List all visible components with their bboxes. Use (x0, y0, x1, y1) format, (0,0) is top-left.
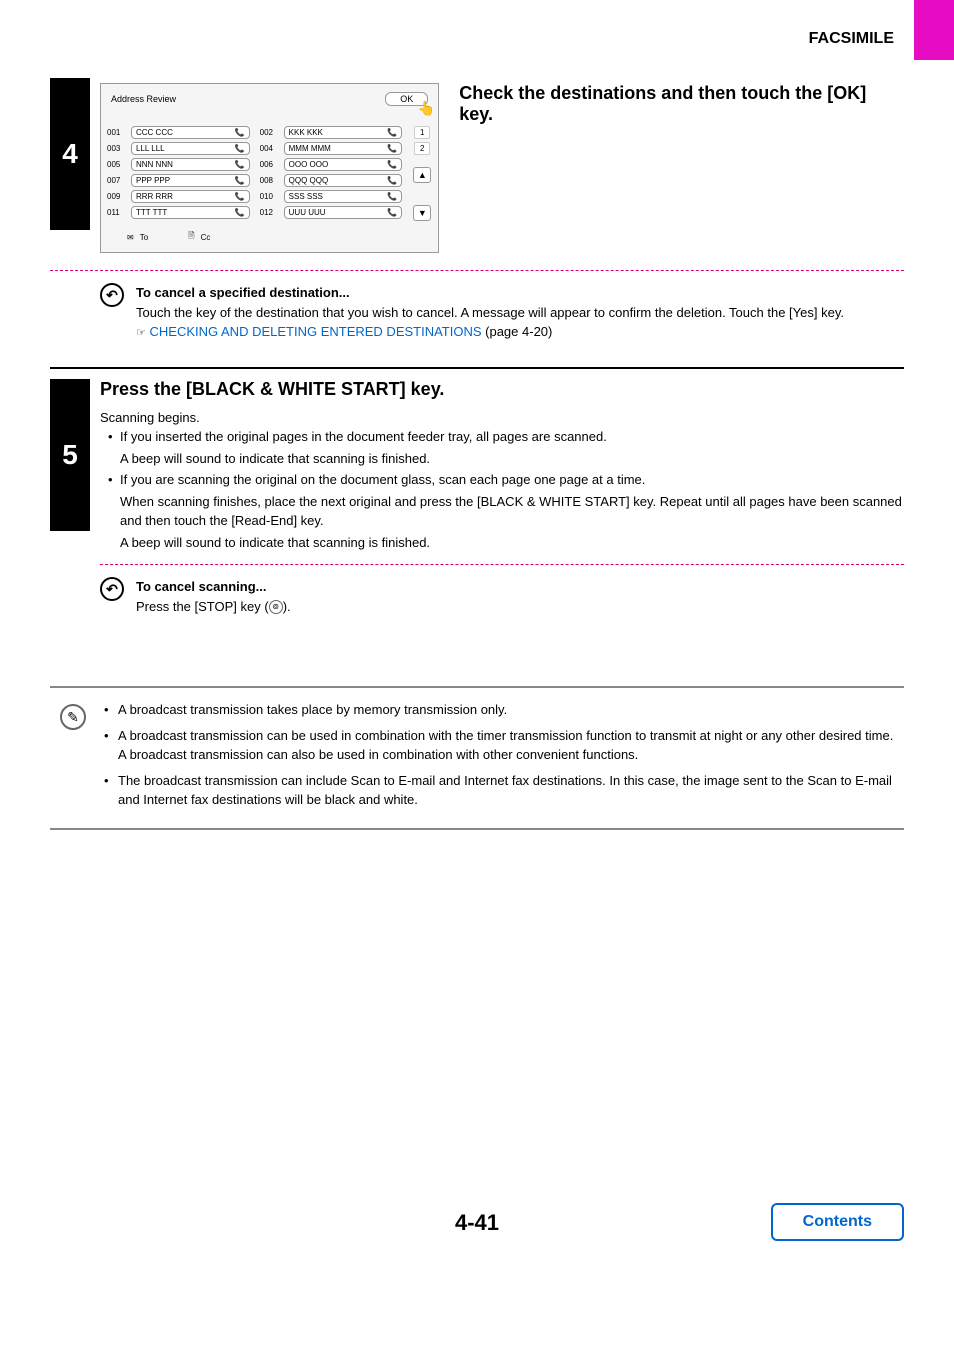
address-entry[interactable]: QQQ QQQ📞 (284, 174, 403, 187)
address-entry[interactable]: LLL LLL📞 (131, 142, 250, 155)
addr-num: 001 (107, 128, 127, 137)
note-title: To cancel scanning... (136, 579, 267, 594)
pencil-icon: ✎ (60, 704, 86, 730)
scroll-column: 1 2 ▲ ▼ (412, 126, 432, 222)
reference-link[interactable]: CHECKING AND DELETING ENTERED DESTINATIO… (150, 324, 482, 339)
tab-to[interactable]: ✉To (127, 230, 148, 244)
phone-icon: 📞 (387, 160, 397, 169)
phone-icon: 📞 (235, 192, 245, 201)
addr-num: 006 (260, 160, 280, 169)
stop-icon: ⊚ (269, 600, 283, 614)
note-body-pre: Press the [STOP] key ( (136, 599, 269, 614)
ok-label: OK (400, 94, 413, 104)
mail-icon: 🗎 (188, 230, 194, 244)
step5-bullet-cont: When scanning finishes, place the next o… (108, 492, 904, 531)
step5-bullet-cont: A beep will sound to indicate that scann… (108, 449, 904, 469)
dashed-separator (50, 270, 904, 271)
note-body: Touch the key of the destination that yo… (136, 305, 844, 320)
address-entry[interactable]: NNN NNN📞 (131, 158, 250, 171)
page-indicator: 1 (414, 126, 430, 139)
panel-title: Address Review (111, 94, 176, 104)
phone-icon: 📞 (387, 128, 397, 137)
addr-num: 009 (107, 192, 127, 201)
step4-note: ↶ To cancel a specified destination... T… (50, 283, 904, 342)
info-item: A broadcast transmission takes place by … (104, 700, 894, 720)
address-entry[interactable]: PPP PPP📞 (131, 174, 250, 187)
cursor-icon: 👆 (418, 100, 435, 117)
scroll-up-button[interactable]: ▲ (413, 167, 431, 183)
addr-num: 003 (107, 144, 127, 153)
back-icon: ↶ (100, 577, 124, 601)
step5-bullet: If you inserted the original pages in th… (108, 427, 904, 447)
step5-bullet: If you are scanning the original on the … (108, 470, 904, 490)
address-entry[interactable]: TTT TTT📞 (131, 206, 250, 219)
page-header: FACSIMILE (0, 0, 954, 48)
addr-num: 007 (107, 176, 127, 185)
address-entry[interactable]: CCC CCC📞 (131, 126, 250, 139)
phone-icon: 📞 (387, 208, 397, 217)
info-item: A broadcast transmission can be used in … (104, 726, 894, 765)
address-entry[interactable]: OOO OOO📞 (284, 158, 403, 171)
addr-num: 010 (260, 192, 280, 201)
section-separator (50, 367, 904, 369)
note-body-post: ). (283, 599, 291, 614)
step-5: 5 Press the [BLACK & WHITE START] key. S… (50, 379, 904, 617)
dashed-separator (100, 564, 904, 565)
phone-icon: 📞 (387, 176, 397, 185)
phone-icon: 📞 (387, 144, 397, 153)
tab-cc[interactable]: 🗎Cc (188, 230, 210, 244)
addr-num: 004 (260, 144, 280, 153)
address-entry[interactable]: SSS SSS📞 (284, 190, 403, 203)
phone-icon: 📞 (235, 208, 245, 217)
back-icon: ↶ (100, 283, 124, 307)
reference-icon: ☞ (136, 327, 146, 339)
note-title: To cancel a specified destination... (136, 285, 350, 300)
phone-icon: 📞 (387, 192, 397, 201)
address-column-right: 002 KKK KKK📞 004 MMM MMM📞 006 OOO OOO📞 008 Q… (260, 126, 403, 222)
ok-button[interactable]: OK 👆 (385, 92, 428, 106)
addr-num: 002 (260, 128, 280, 137)
phone-icon: 📞 (235, 128, 245, 137)
step5-note: ↶ To cancel scanning... Press the [STOP]… (100, 577, 904, 616)
addr-num: 008 (260, 176, 280, 185)
page-indicator: 2 (414, 142, 430, 155)
info-box: ✎ A broadcast transmission takes place b… (50, 686, 904, 830)
reference-suffix: (page 4-20) (482, 324, 553, 339)
step-number-4: 4 (50, 78, 90, 230)
address-entry[interactable]: RRR RRR📞 (131, 190, 250, 203)
step5-title: Press the [BLACK & WHITE START] key. (100, 379, 904, 400)
addr-num: 012 (260, 208, 280, 217)
phone-icon: 📞 (235, 176, 245, 185)
scroll-down-button[interactable]: ▼ (413, 205, 431, 221)
addr-num: 011 (107, 208, 127, 217)
addr-num: 005 (107, 160, 127, 169)
address-review-panel: Address Review OK 👆 001 CCC CCC📞 003 LLL L… (100, 83, 439, 253)
address-entry[interactable]: KKK KKK📞 (284, 126, 403, 139)
accent-stripe (914, 0, 954, 60)
step5-intro: Scanning begins. (100, 408, 904, 428)
step-4: 4 Address Review OK 👆 001 CCC CCC📞 003 (50, 78, 904, 258)
step4-instruction: Check the destinations and then touch th… (459, 83, 904, 125)
address-entry[interactable]: MMM MMM📞 (284, 142, 403, 155)
mail-icon: ✉ (127, 233, 134, 242)
info-item: The broadcast transmission can include S… (104, 771, 894, 810)
address-entry[interactable]: UUU UUU📞 (284, 206, 403, 219)
step5-bullet-cont: A beep will sound to indicate that scann… (108, 533, 904, 553)
address-column-left: 001 CCC CCC📞 003 LLL LLL📞 005 NNN NNN📞 007 P… (107, 126, 250, 222)
step-number-5: 5 (50, 379, 90, 531)
phone-icon: 📞 (235, 160, 245, 169)
phone-icon: 📞 (235, 144, 245, 153)
tab-bar: ✉To 🗎Cc (107, 228, 432, 246)
contents-button[interactable]: Contents (771, 1203, 904, 1241)
